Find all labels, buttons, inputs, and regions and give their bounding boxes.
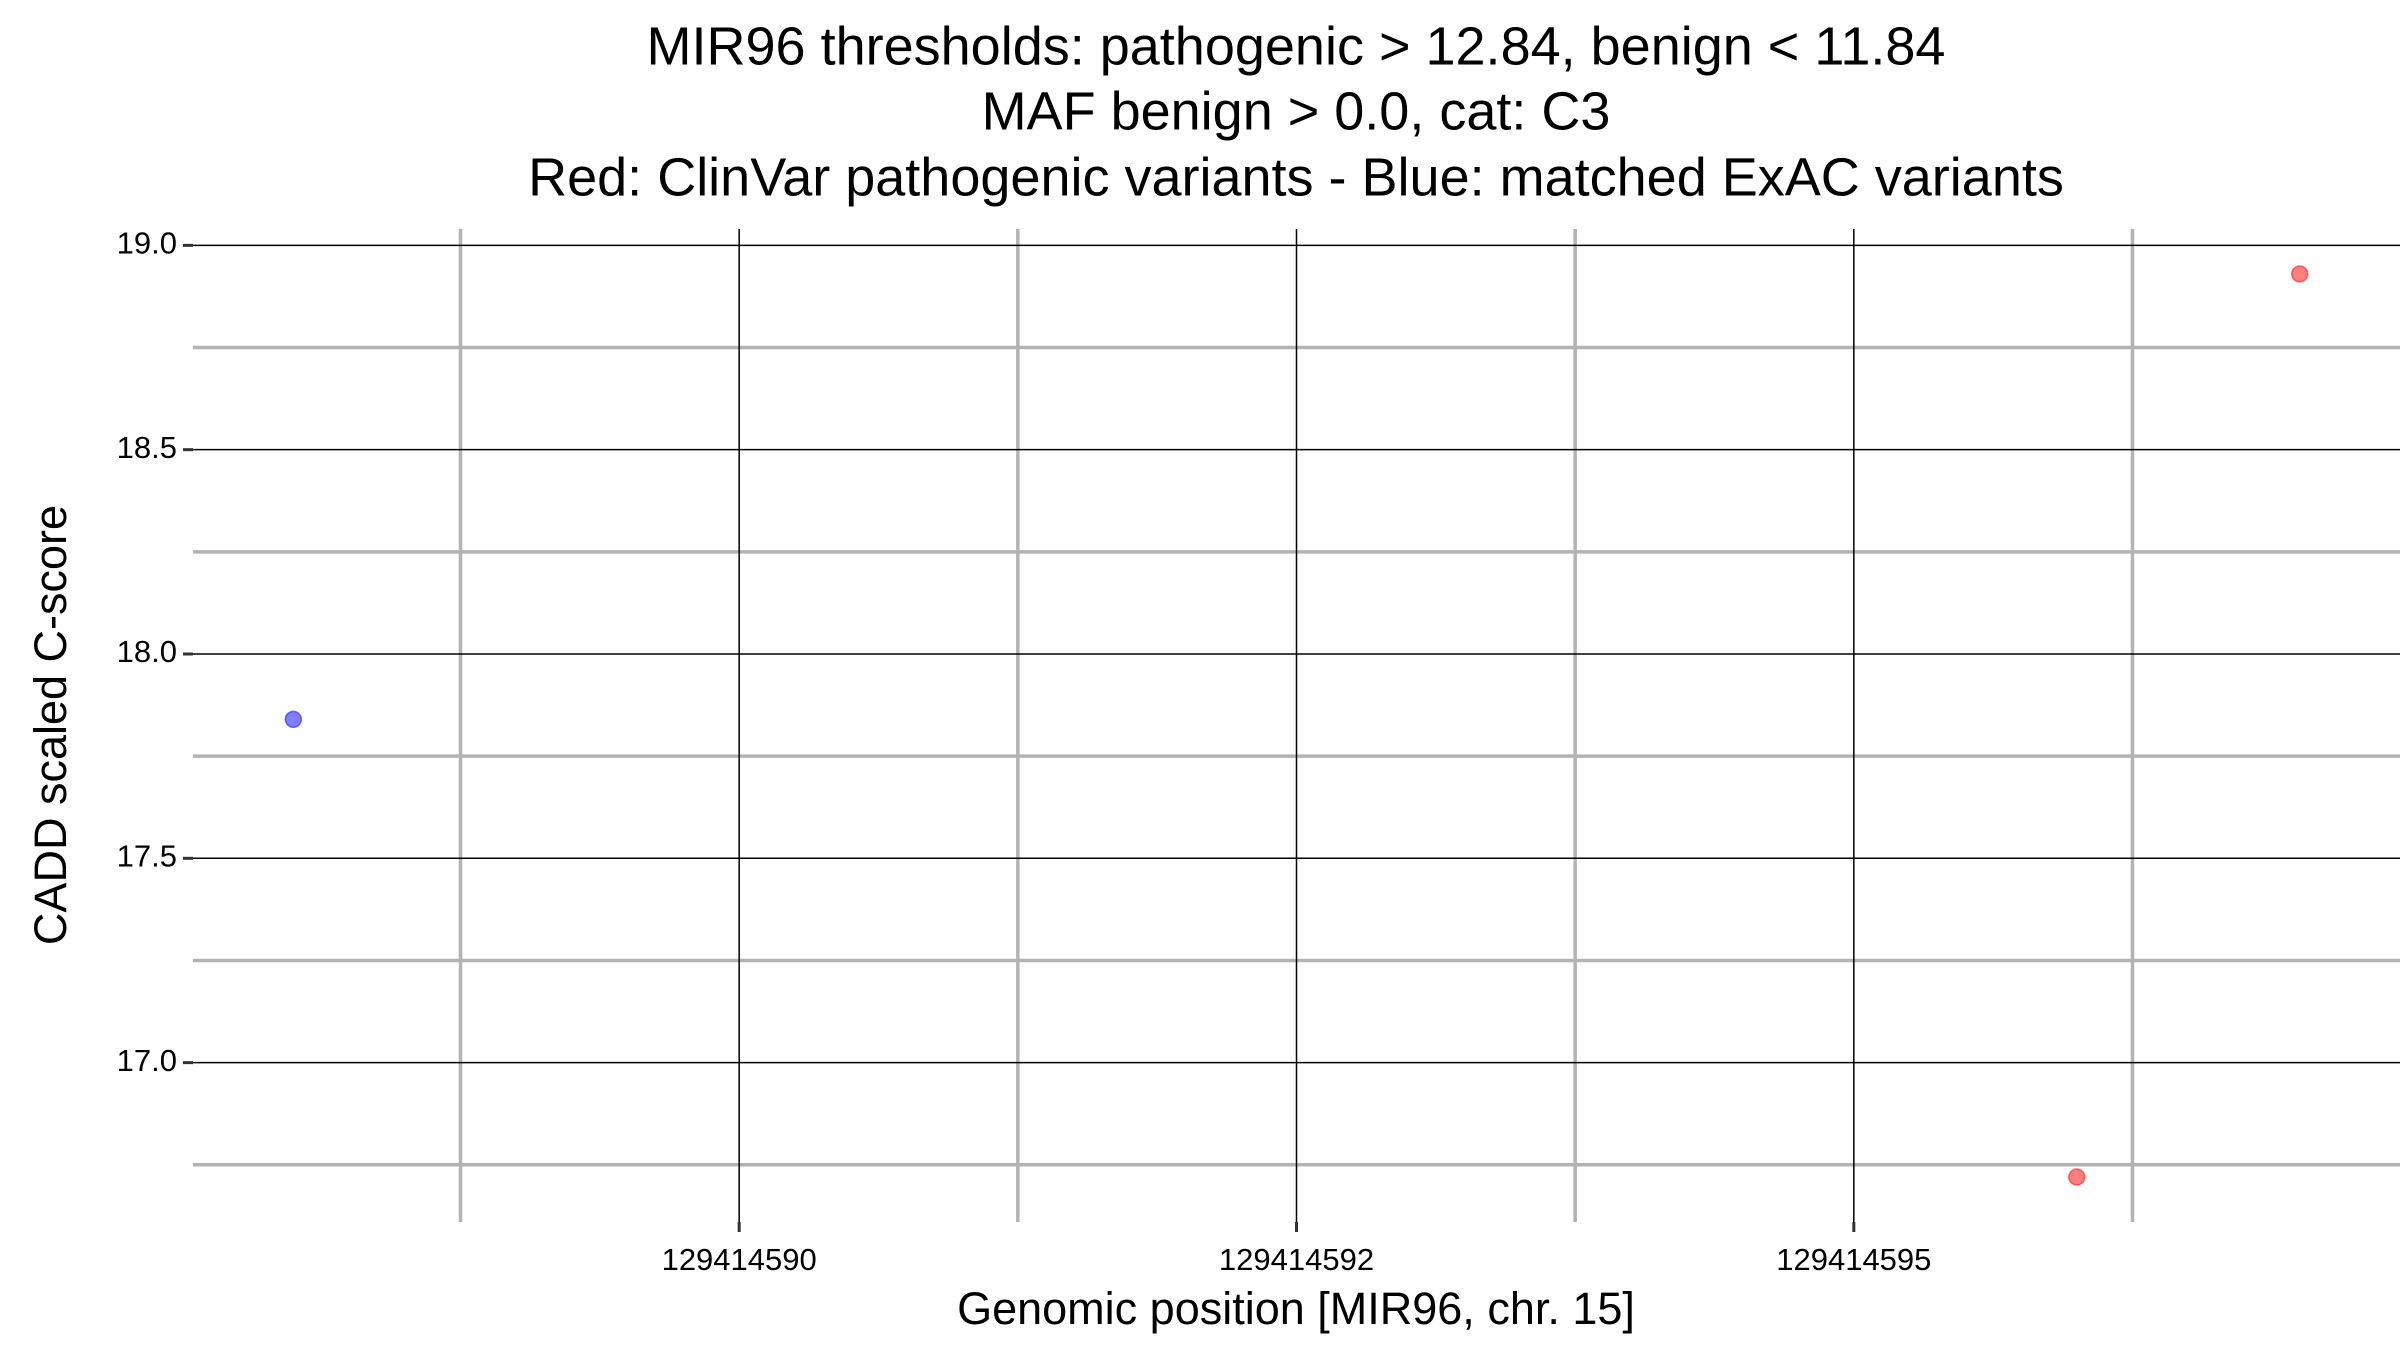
chart-title: MAF benign > 0.0, cat: C3 (982, 81, 1611, 141)
y-tick-label: 17.5 (117, 838, 177, 873)
x-tick-label: 129414595 (1776, 1242, 1931, 1277)
y-tick-label: 18.5 (117, 430, 177, 465)
y-tick-label: 18.0 (117, 634, 177, 669)
chart-title: Red: ClinVar pathogenic variants - Blue:… (528, 147, 2064, 207)
point (2290, 265, 2309, 283)
y-tick-label: 17.0 (117, 1043, 177, 1078)
point (2068, 1168, 2086, 1186)
x-tick-label: 129414592 (1219, 1242, 1374, 1277)
chart-title: MIR96 thresholds: pathogenic > 12.84, be… (647, 16, 1946, 76)
x-axis-title: Genomic position [MIR96, chr. 15] (957, 1283, 1635, 1334)
point (284, 710, 303, 729)
y-tick-label: 19.0 (117, 226, 177, 261)
y-axis-title: CADD scaled C-score (25, 505, 76, 945)
x-tick-label: 129414590 (662, 1242, 817, 1277)
